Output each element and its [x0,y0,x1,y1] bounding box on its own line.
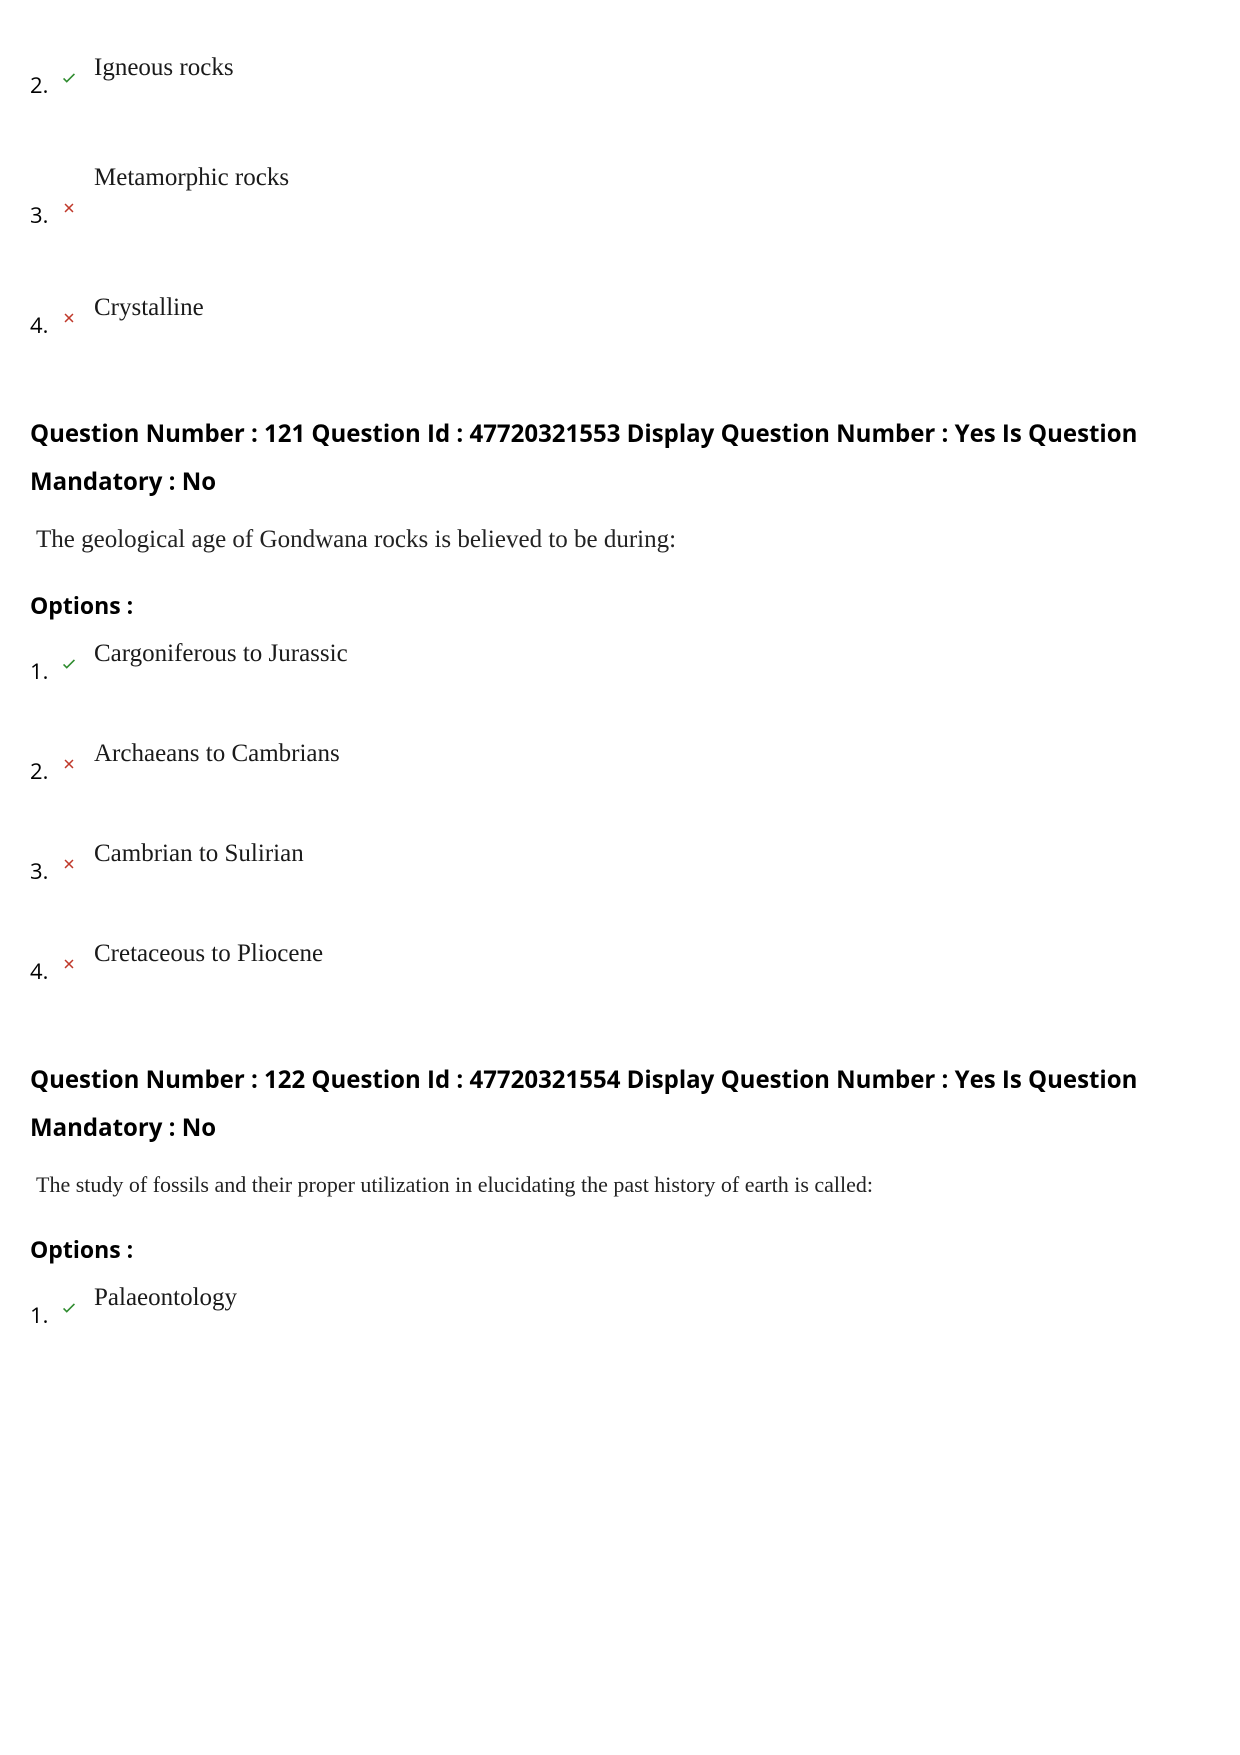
q122-options: 1. Palaeontology [30,1290,1210,1330]
cross-icon [60,746,82,774]
cross-icon [60,300,82,328]
option-number: 4. [30,300,60,340]
option-text: Palaeontology [94,1284,237,1312]
option-text: Crystalline [94,294,204,322]
option-number: 4. [30,946,60,986]
check-icon [60,60,82,88]
cross-icon [60,170,82,218]
option-row: 1. Cargoniferous to Jurassic [30,646,1210,686]
option-row: 4. Crystalline [30,300,1210,340]
check-icon [60,646,82,674]
option-text: Archaeans to Cambrians [94,740,340,768]
question-header: Question Number : 122 Question Id : 4772… [30,1056,1210,1152]
option-text: Igneous rocks [94,54,234,82]
option-row: 4. Cretaceous to Pliocene [30,946,1210,986]
option-row: 1. Palaeontology [30,1290,1210,1330]
question-text: The study of fossils and their proper ut… [30,1172,1210,1198]
options-label: Options : [30,589,1210,621]
option-row: 3. Cambrian to Sulirian [30,846,1210,886]
cross-icon [60,946,82,974]
option-row: 2. Igneous rocks [30,60,1210,100]
option-number: 3. [30,846,60,886]
cross-icon [60,846,82,874]
option-text: Cambrian to Sulirian [94,840,304,868]
option-row: 3. Metamorphic rocks [30,170,1210,230]
option-number: 2. [30,60,60,100]
options-label: Options : [30,1233,1210,1265]
option-number: 2. [30,746,60,786]
option-number: 3. [30,170,60,230]
question-header: Question Number : 121 Question Id : 4772… [30,410,1210,506]
top-options-block: 2. Igneous rocks 3. Metamorphic rocks 4.… [30,60,1210,340]
option-text: Cretaceous to Pliocene [94,940,323,968]
check-icon [60,1290,82,1318]
question-text: The geological age of Gondwana rocks is … [30,526,1210,554]
option-text: Metamorphic rocks [94,164,289,192]
option-number: 1. [30,646,60,686]
option-number: 1. [30,1290,60,1330]
option-row: 2. Archaeans to Cambrians [30,746,1210,786]
option-text: Cargoniferous to Jurassic [94,640,348,668]
q121-options: 1. Cargoniferous to Jurassic 2. Archaean… [30,646,1210,986]
